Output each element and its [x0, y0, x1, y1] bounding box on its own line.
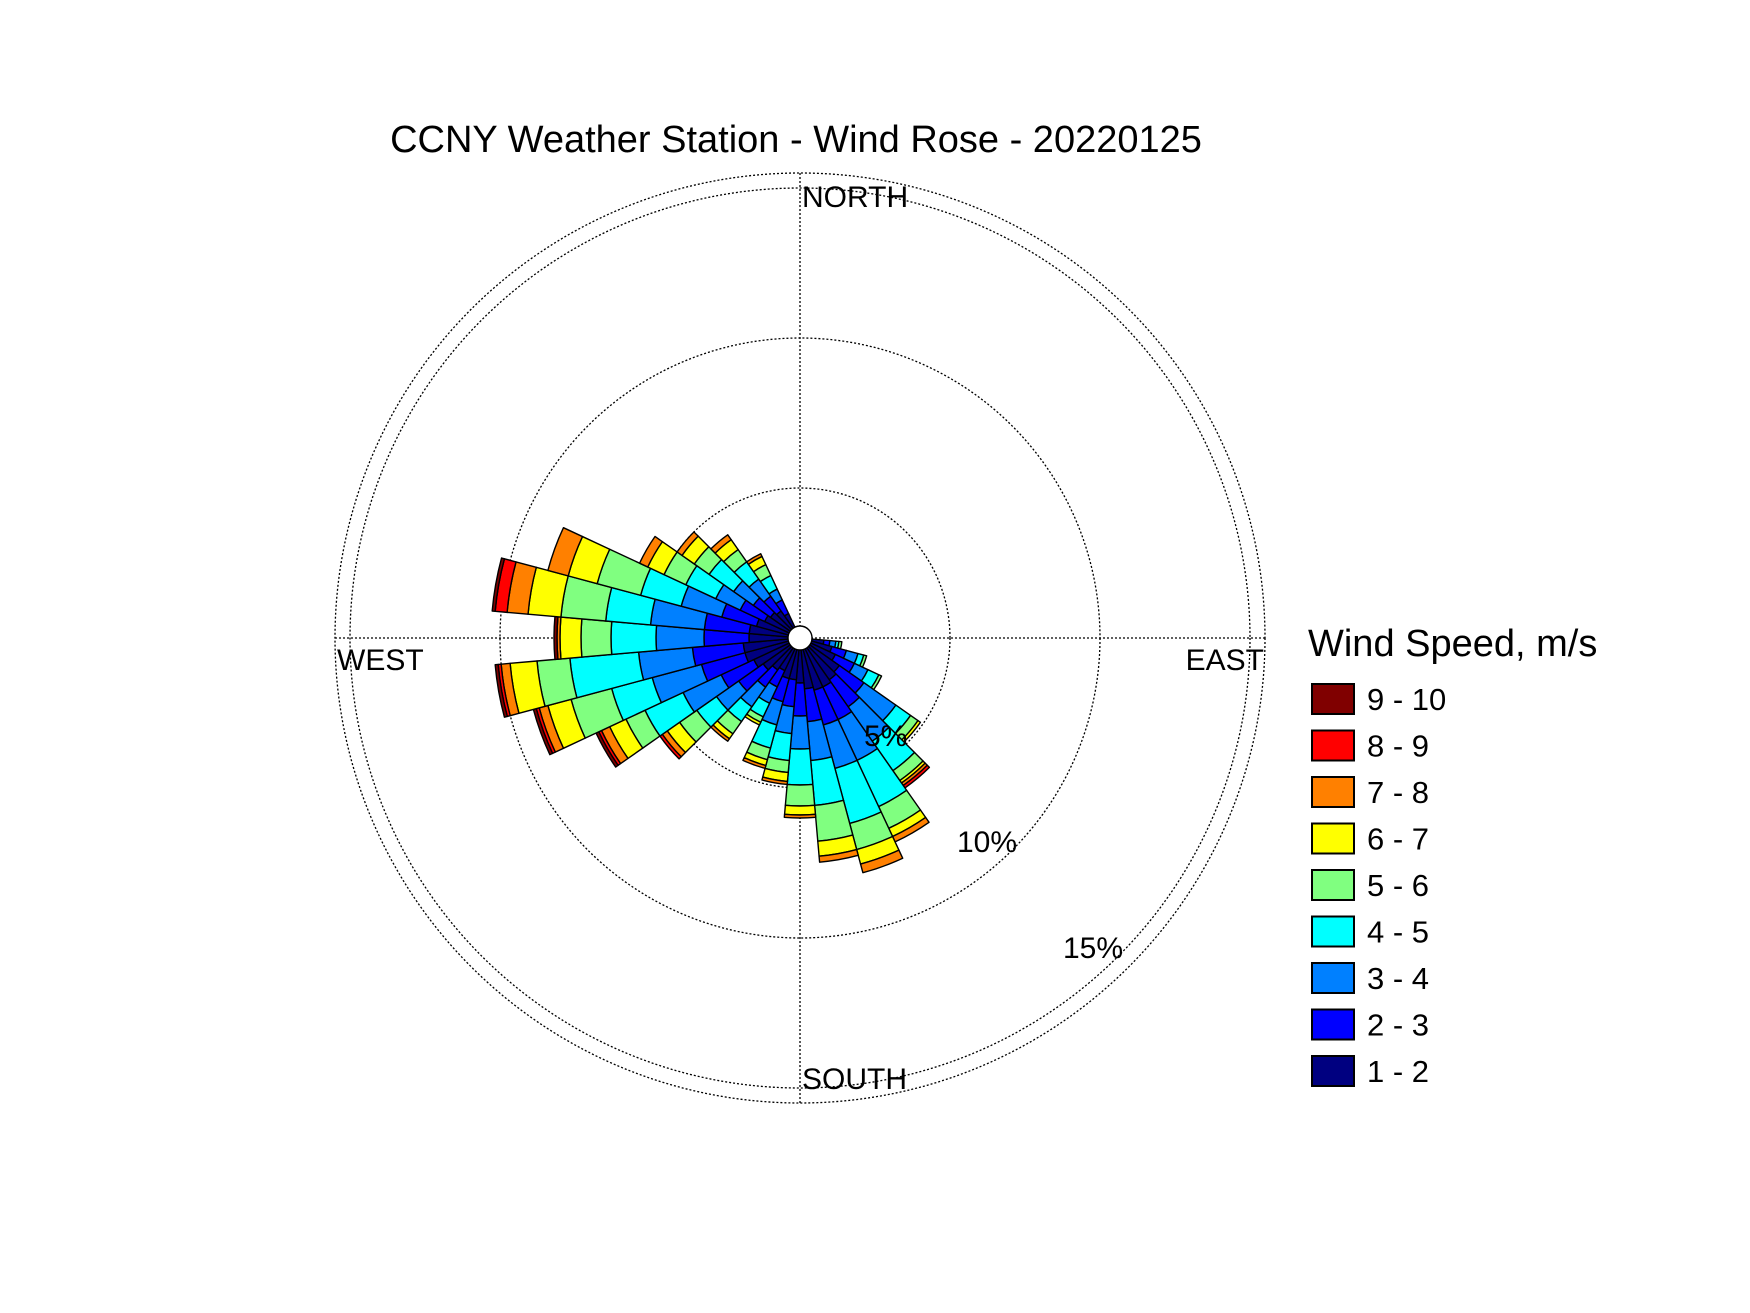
sector-180 — [783, 649, 817, 819]
sector-280-bin-9-10 — [491, 557, 506, 613]
sector-330 — [745, 553, 796, 629]
legend-swatch-9-10 — [1311, 683, 1355, 715]
legend-label-6-7: 6 - 7 — [1367, 822, 1429, 857]
sector-270-bin-9-10 — [553, 615, 559, 661]
legend-label-8-9: 8 - 9 — [1367, 729, 1429, 764]
legend-label-2-3: 2 - 3 — [1367, 1008, 1429, 1043]
legend-label-1-2: 1 - 2 — [1367, 1054, 1429, 1089]
sector-270-bin-5-6 — [580, 618, 613, 658]
sector-160 — [802, 648, 904, 874]
legend-swatch-1-2 — [1311, 1055, 1355, 1087]
chart-title: CCNY Weather Station - Wind Rose - 20220… — [390, 119, 1202, 161]
polar-labels: NORTH SOUTH WEST EAST 5% 10% 15% — [337, 181, 1264, 1096]
sector-320-bin-7-8 — [710, 534, 732, 554]
sector-130 — [807, 644, 922, 743]
sector-260-bin-9-10 — [494, 663, 509, 718]
sector-180-bin-4-5 — [786, 747, 814, 786]
legend-label-9-10: 9 - 10 — [1367, 682, 1446, 717]
sector-140 — [806, 645, 931, 789]
sector-200-bin-7-8 — [742, 756, 767, 770]
sector-290-bin-7-8 — [547, 526, 584, 577]
grid-ring-15 — [349, 187, 1251, 1089]
direction-label-east: EAST — [1186, 644, 1264, 677]
legend: Wind Speed, m/s 9 - 10 8 - 9 7 - 8 6 - 7 5 -… — [1308, 623, 1597, 1089]
legend-swatch-6-7 — [1311, 822, 1355, 855]
sector-290 — [547, 526, 790, 636]
sector-330-bin-7-8 — [745, 553, 763, 565]
sector-170 — [800, 648, 859, 863]
ring-label-5: 5% — [864, 720, 907, 753]
sector-190-bin-7-8 — [761, 776, 789, 786]
sector-300-bin-7-8 — [638, 535, 664, 568]
sector-180-bin-5-6 — [784, 783, 816, 807]
sector-170-bin-7-8 — [818, 848, 859, 863]
sector-160-bin-7-8 — [859, 849, 904, 874]
sector-280 — [491, 557, 790, 638]
center-hole — [787, 625, 813, 651]
sector-230 — [659, 644, 793, 760]
sector-180-bin-6-7 — [783, 804, 817, 816]
ring-label-10: 10% — [957, 826, 1017, 859]
legend-swatch-4-5 — [1311, 915, 1355, 948]
sector-270-bin-4-5 — [610, 620, 658, 656]
legend-swatch-5-6 — [1311, 869, 1355, 901]
legend-title: Wind Speed, m/s — [1308, 623, 1597, 665]
sector-270 — [553, 615, 789, 661]
legend-swatch-8-9 — [1311, 729, 1355, 762]
direction-label-south: SOUTH — [802, 1063, 907, 1096]
sector-180-bin-7-8 — [783, 813, 817, 819]
grid-ring-5 — [649, 487, 951, 789]
legend-swatch-3-4 — [1311, 962, 1355, 994]
legend-label-4-5: 4 - 5 — [1367, 915, 1429, 950]
legend-swatch-7-8 — [1311, 776, 1355, 808]
sector-310 — [676, 531, 793, 632]
ring-label-15: 15% — [1063, 932, 1123, 965]
sector-310-bin-7-8 — [676, 531, 699, 557]
legend-label-7-8: 7 - 8 — [1367, 775, 1429, 810]
legend-label-5-6: 5 - 6 — [1367, 868, 1429, 903]
sector-150 — [804, 647, 930, 843]
sector-190 — [761, 648, 800, 786]
direction-label-north: NORTH — [802, 181, 908, 214]
sector-260 — [494, 638, 790, 718]
sector-bars — [491, 526, 931, 874]
direction-label-west: WEST — [337, 644, 424, 677]
legend-label-3-4: 3 - 4 — [1367, 961, 1429, 996]
sector-270-bin-6-7 — [559, 616, 583, 660]
legend-swatch-2-3 — [1311, 1008, 1355, 1041]
sector-220 — [710, 645, 794, 742]
